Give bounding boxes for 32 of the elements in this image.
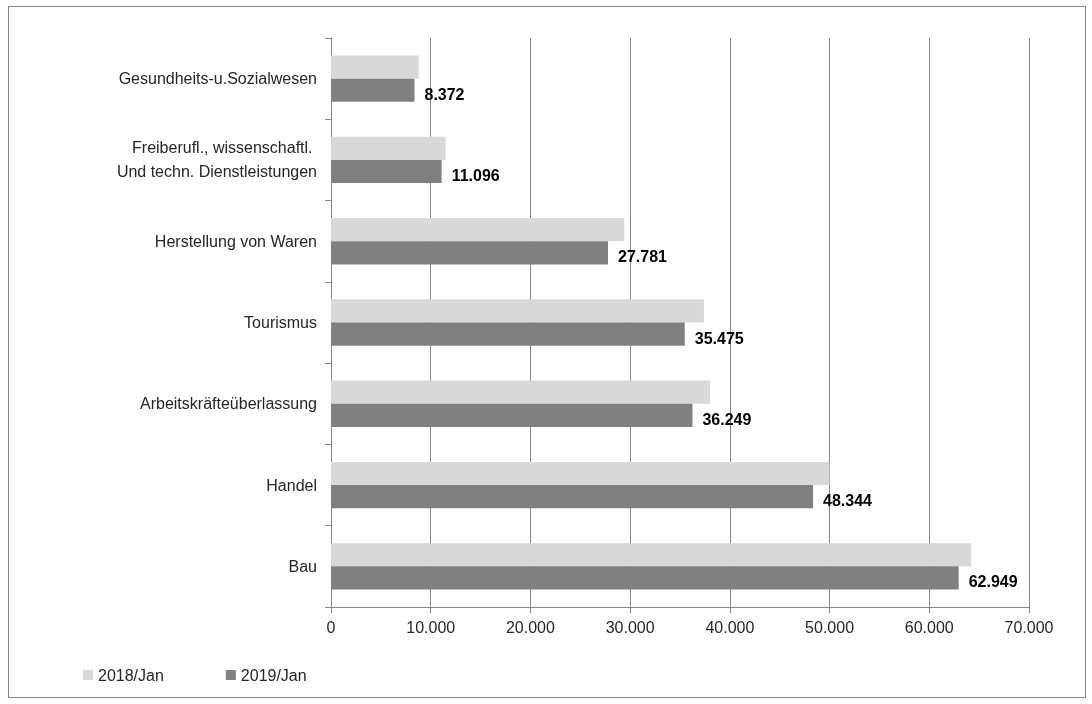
legend-label: 2018/Jan (98, 666, 164, 684)
y-tick-label: Arbeitskräfteüberlassung (140, 395, 317, 413)
x-tick-label: 10.000 (406, 618, 456, 636)
bar (331, 380, 710, 404)
bar (331, 543, 972, 567)
data-label: 11.096 (451, 167, 500, 185)
data-label: 36.249 (702, 410, 752, 428)
x-tick-label: 70.000 (1004, 618, 1054, 636)
y-tick-label: Bau (288, 557, 317, 575)
data-label: 8.372 (424, 85, 465, 103)
x-tick-label: 60.000 (904, 618, 954, 636)
y-tick-label: Herstellung von Waren (154, 232, 317, 250)
x-tick-label: 50.000 (805, 618, 855, 636)
y-tick-label: Tourismus (244, 314, 317, 331)
x-tick-label: 20.000 (505, 618, 555, 636)
y-tick-label: Freiberufl., wissenschaftl. Und techn. Dienstleistungen (116, 139, 317, 181)
y-tick-label: Handel (266, 476, 317, 494)
bar (331, 218, 625, 242)
data-label: 35.475 (694, 329, 744, 347)
data-label: 62.949 (968, 573, 1018, 591)
data-label: 48.344 (823, 492, 873, 510)
legend-label: 2019/Jan (240, 666, 307, 684)
bar (331, 78, 415, 102)
x-tick-label: 0 (326, 618, 336, 636)
bar (331, 55, 419, 79)
data-label: 27.781 (618, 248, 668, 266)
bar (331, 136, 446, 160)
x-tick-label: 40.000 (705, 618, 755, 636)
x-tick-label: 30.000 (605, 618, 655, 636)
bar (331, 461, 830, 486)
bar (331, 299, 704, 323)
y-tick-label: Gesundheits-u.Sozialwesen (118, 70, 317, 88)
